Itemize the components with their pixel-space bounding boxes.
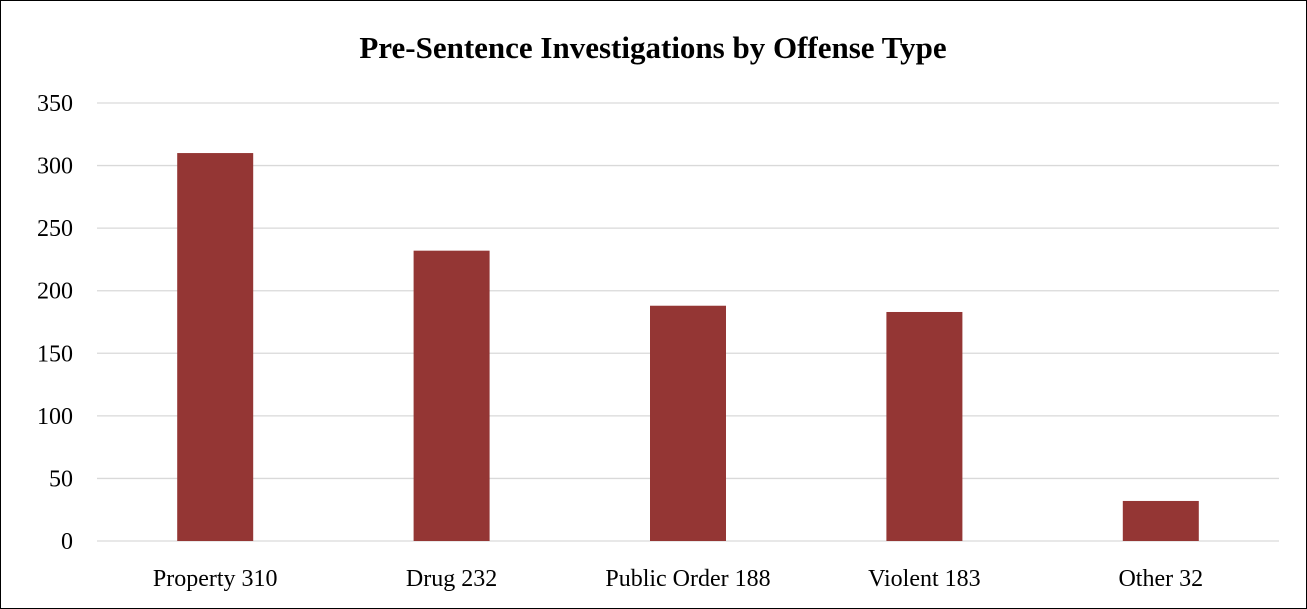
y-tick-label: 0 <box>61 529 73 555</box>
category-label: Other 32 <box>1118 566 1203 592</box>
y-tick-label: 50 <box>49 466 73 492</box>
category-label: Drug 232 <box>406 566 497 592</box>
chart-title: Pre-Sentence Investigations by Offense T… <box>359 30 946 65</box>
y-tick-label: 100 <box>37 404 73 430</box>
y-tick-label: 300 <box>37 154 73 180</box>
bar <box>650 305 726 541</box>
bar <box>886 311 963 541</box>
y-tick-label: 150 <box>37 341 73 367</box>
bar <box>177 153 254 542</box>
gridlines <box>97 102 1279 542</box>
y-tick-label: 250 <box>37 216 73 242</box>
bars <box>177 153 1199 542</box>
bar <box>413 250 490 541</box>
category-label: Property 310 <box>153 566 278 592</box>
category-labels: Property 310 Drug 232 Public Order 188 Viol… <box>153 566 1203 592</box>
y-axis-ticks: 0 50 100 150 200 250 300 350 <box>37 91 73 555</box>
category-label: Public Order 188 <box>605 566 770 592</box>
bar <box>1122 500 1199 541</box>
category-label: Violent 183 <box>868 566 981 592</box>
y-tick-label: 200 <box>37 279 73 305</box>
y-tick-label: 350 <box>37 91 73 117</box>
